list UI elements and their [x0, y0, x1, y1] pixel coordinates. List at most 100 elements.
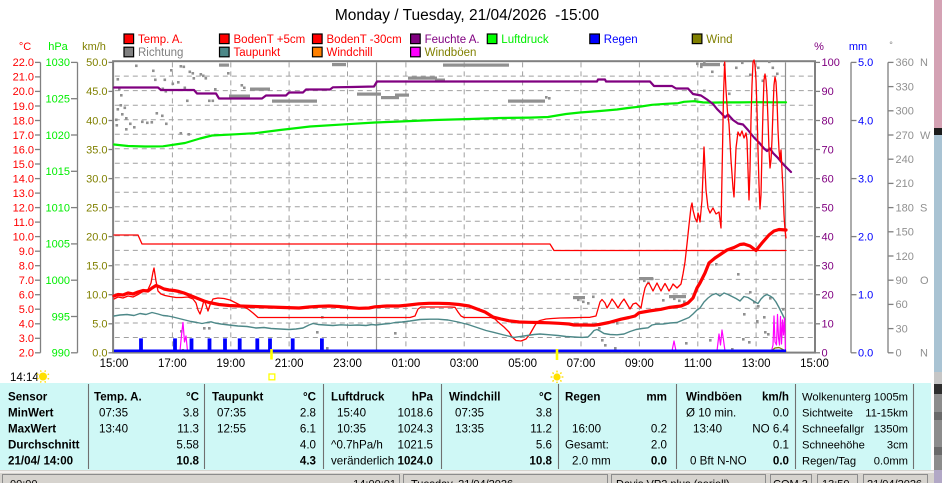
svg-text:5.6: 5.6	[536, 439, 552, 452]
svg-text:N: N	[920, 348, 928, 360]
svg-text:11:00: 11:00	[684, 358, 712, 370]
svg-text:21/04/2026: 21/04/2026	[867, 479, 922, 483]
svg-text:Schneehöhe: Schneehöhe	[802, 440, 865, 452]
svg-text:Richtung: Richtung	[138, 47, 183, 59]
svg-text:mm: mm	[849, 41, 867, 53]
svg-text:16.0: 16.0	[13, 144, 34, 156]
svg-text:0.0: 0.0	[858, 348, 873, 360]
svg-text:Monday / Tuesday, 21/04/2026: Monday / Tuesday, 21/04/2026 -15:00	[335, 7, 600, 24]
svg-text:07:35: 07:35	[455, 407, 484, 420]
svg-text:300: 300	[896, 106, 914, 118]
svg-text:mm: mm	[646, 391, 667, 404]
svg-text:15:00: 15:00	[100, 358, 129, 370]
svg-text:Wolkenunterg: Wolkenunterg	[802, 392, 871, 404]
svg-text:Regen/Tag: Regen/Tag	[802, 456, 856, 468]
svg-text:35.0: 35.0	[86, 144, 107, 156]
svg-text:3.8: 3.8	[183, 407, 199, 420]
svg-text:1024.0: 1024.0	[398, 455, 433, 468]
svg-text:14:00:01: 14:00:01	[353, 479, 396, 483]
svg-text:13:40: 13:40	[693, 423, 722, 436]
svg-text:MinWert: MinWert	[8, 407, 54, 420]
svg-text:70: 70	[822, 144, 834, 156]
svg-text:°: °	[889, 40, 893, 50]
svg-text:21/04/ 14:00: 21/04/ 14:00	[8, 455, 73, 468]
svg-text:Windchill: Windchill	[449, 391, 500, 404]
svg-text:995: 995	[52, 311, 70, 323]
svg-text:21.0: 21.0	[13, 72, 34, 84]
svg-text:20.0: 20.0	[13, 86, 34, 98]
svg-text:07:00: 07:00	[567, 358, 596, 370]
svg-text:Regen: Regen	[604, 34, 638, 46]
svg-text:0.0mm: 0.0mm	[874, 456, 908, 468]
svg-text:2.8: 2.8	[300, 407, 316, 420]
svg-text:10.0: 10.0	[13, 231, 34, 243]
svg-text:60: 60	[896, 299, 908, 311]
svg-text:Luftdruck: Luftdruck	[501, 34, 549, 46]
svg-text:11.3: 11.3	[177, 423, 199, 436]
svg-text:Sensor: Sensor	[8, 391, 48, 404]
svg-text:1010: 1010	[46, 202, 70, 214]
svg-text:°C: °C	[19, 41, 31, 53]
svg-text:21:00: 21:00	[275, 358, 304, 370]
svg-text:11.0: 11.0	[13, 217, 34, 229]
svg-text:360: 360	[896, 57, 914, 69]
svg-text:11.2: 11.2	[530, 423, 552, 436]
svg-text:1350m: 1350m	[874, 424, 908, 436]
svg-text:1024.3: 1024.3	[398, 423, 433, 436]
svg-text:40: 40	[822, 231, 834, 243]
svg-text:10.8: 10.8	[176, 455, 199, 468]
svg-text:0.0: 0.0	[773, 407, 789, 420]
svg-text:0 Bft N-NO: 0 Bft N-NO	[690, 455, 747, 468]
svg-text:25.0: 25.0	[86, 202, 107, 214]
svg-text:%: %	[814, 41, 824, 53]
svg-text:3.0: 3.0	[858, 173, 873, 185]
svg-text:03:00: 03:00	[450, 358, 479, 370]
svg-text:NO 6.4: NO 6.4	[752, 423, 789, 436]
svg-text:Taupunkt: Taupunkt	[212, 391, 263, 404]
svg-text:Windchill: Windchill	[327, 47, 373, 59]
svg-text:10.0: 10.0	[86, 290, 107, 302]
svg-text:3.8: 3.8	[536, 407, 552, 420]
svg-text:15.0: 15.0	[13, 159, 34, 171]
svg-text:14.0: 14.0	[13, 173, 34, 185]
svg-text:km/h: km/h	[82, 41, 106, 53]
svg-text:Taupunkt: Taupunkt	[234, 47, 281, 59]
svg-text:1.0: 1.0	[858, 290, 873, 302]
svg-text:23:00: 23:00	[333, 358, 362, 370]
svg-text:330: 330	[896, 81, 914, 93]
svg-text:Wind: Wind	[706, 34, 732, 46]
svg-text:210: 210	[896, 178, 914, 190]
svg-text:30: 30	[896, 323, 908, 335]
svg-text:1020: 1020	[46, 130, 70, 142]
svg-text:990: 990	[52, 348, 70, 360]
svg-text:1030: 1030	[46, 57, 70, 69]
svg-text:1025: 1025	[46, 94, 70, 106]
svg-text:Temp. A.: Temp. A.	[138, 34, 183, 46]
svg-text:Sichtweite: Sichtweite	[802, 408, 853, 420]
svg-text:2.0: 2.0	[651, 439, 667, 452]
svg-text:150: 150	[896, 227, 914, 239]
svg-text:13.0: 13.0	[13, 188, 34, 200]
svg-text:180: 180	[896, 202, 914, 214]
svg-text:6.1: 6.1	[300, 423, 316, 436]
svg-text:40.0: 40.0	[86, 115, 107, 127]
svg-text:13:40: 13:40	[99, 423, 128, 436]
svg-text:60: 60	[822, 173, 834, 185]
svg-text:4.0: 4.0	[858, 115, 873, 127]
svg-text:Luftdruck: Luftdruck	[331, 391, 385, 404]
svg-text:3cm: 3cm	[887, 440, 908, 452]
svg-text:13:50: 13:50	[822, 479, 850, 483]
svg-text:1005m: 1005m	[874, 392, 908, 404]
svg-text:07:35: 07:35	[217, 407, 246, 420]
svg-text:0: 0	[822, 348, 828, 360]
svg-text:Ø 10 min.: Ø 10 min.	[686, 407, 736, 420]
svg-text:0.0: 0.0	[651, 455, 667, 468]
svg-text:Gesamt:: Gesamt:	[565, 439, 609, 452]
svg-text:10.8: 10.8	[529, 455, 552, 468]
svg-text:4.3: 4.3	[300, 455, 317, 468]
svg-text:50.0: 50.0	[86, 57, 107, 69]
svg-text:Windböen: Windböen	[425, 47, 477, 59]
svg-text:veränderlich: veränderlich	[331, 455, 394, 468]
svg-text:0.0: 0.0	[92, 348, 107, 360]
svg-text:Windböen: Windböen	[686, 391, 742, 404]
